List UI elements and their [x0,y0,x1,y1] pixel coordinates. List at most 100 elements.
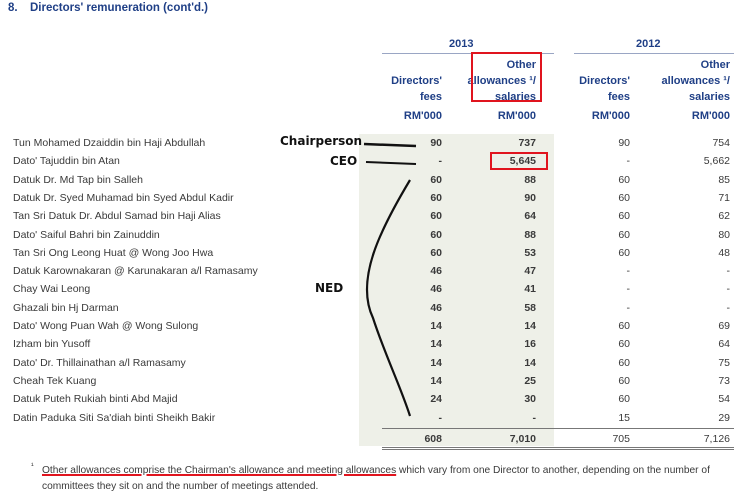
total-fees-2013: 608 [424,433,442,445]
fees-2012: 15 [618,411,630,424]
other-2012: 754 [712,137,730,149]
fees-2012: 60 [618,246,630,259]
other-2013: 14 [524,356,536,369]
fees-2012: 60 [618,393,630,406]
fees-2013: 60 [430,191,442,204]
table-row: Tan Sri Ong Leong Huat @ Wong Joo Hwa 60… [0,244,744,262]
annotation-ceo: CEO [330,154,358,168]
table-row: Datuk Karownakaran @ Karunakaran a/l Ram… [0,262,744,280]
director-name: Izham bin Yusoff [13,338,91,351]
other-2012: 69 [718,320,730,332]
other-2013: 737 [518,137,536,149]
other-2013: 41 [524,283,536,296]
other-2012: 54 [718,393,730,406]
fees-2012: 60 [618,374,630,387]
other-2013: 5,645 [509,155,536,168]
table-row: Datin Paduka Siti Sa'diah binti Sheikh B… [0,409,744,427]
other-2013: 53 [524,246,536,259]
header-2012-fees: Directors' fees [579,75,630,103]
fees-2012: - [626,283,631,296]
other-2013: - [532,411,537,424]
table-row: Ghazali bin Hj Darman 46 58 - - [0,299,744,317]
fees-2012: 60 [618,191,630,204]
other-2012: 64 [718,338,730,351]
fees-2013: 60 [430,246,442,259]
totals-bottom-rule [382,447,734,448]
other-2012: - [726,301,731,314]
annotation-chairperson: Chairperson [280,134,363,148]
other-2012: 80 [718,228,730,241]
chairperson-pointer-line [363,142,417,148]
director-name: Tan Sri Datuk Dr. Abdul Samad bin Haji A… [13,210,221,223]
fees-2013: - [438,155,443,168]
table-row: Tan Sri Datuk Dr. Abdul Samad bin Haji A… [0,207,744,225]
other-2013: 25 [524,374,536,387]
table-row: Dato' Wong Puan Wah @ Wong Sulong 14 14 … [0,317,744,335]
director-name: Datuk Puteh Rukiah binti Abd Majid [13,393,178,406]
section-number: 8. [8,2,18,14]
fees-2013: - [438,411,443,424]
table-row: Dato' Tajuddin bin Atan - 5,645 - 5,662 [0,152,744,170]
fees-2012: - [626,265,631,278]
other-2013: 30 [524,393,536,406]
table-row: Izham bin Yusoff 14 16 60 64 [0,335,744,353]
other-2013: 58 [524,301,536,314]
other-2012: 5,662 [703,155,730,168]
footnote-rest: which vary from one Director to another,… [396,465,710,476]
fees-2012: - [626,301,631,314]
other-2012: 29 [718,411,730,424]
director-name: Datuk Dr. Md Tap bin Salleh [13,173,143,186]
fees-2013: 60 [430,210,442,223]
other-2013: 47 [524,265,536,278]
director-name: Cheah Tek Kuang [13,374,97,387]
fees-2013: 46 [430,301,442,314]
fees-2012: 90 [618,137,630,149]
table-row: Chay Wai Leong 46 41 - - [0,280,744,298]
director-name: Dato' Wong Puan Wah @ Wong Sulong [13,320,199,332]
director-name: Dato' Dr. Thillainathan a/l Ramasamy [13,356,186,369]
director-name: Tun Mohamed Dzaiddin bin Haji Abdullah [13,137,206,149]
director-name: Dato' Tajuddin bin Atan [13,155,120,168]
fees-2012: 60 [618,210,630,223]
year-2013-header: 2013 [449,38,474,50]
fees-2013: 14 [430,374,442,387]
other-2012: 75 [718,356,730,369]
total-fees-2012: 705 [612,433,630,445]
other-2012: - [726,283,731,296]
director-name: Ghazali bin Hj Darman [13,301,119,314]
fees-2013: 60 [430,173,442,186]
fees-2012: 60 [618,228,630,241]
totals-double-rule [382,449,734,450]
fees-2013: 90 [430,137,442,149]
header-2012-fees-unit: RM'000 [591,110,630,122]
director-name: Dato' Saiful Bahri bin Zainuddin [13,228,160,241]
ceo-pointer-line [365,161,417,165]
other-2013: 14 [524,320,536,332]
footnote-underlined: Other allowances comprise the Chairman's… [42,465,397,476]
other-2012: 85 [718,173,730,186]
header-2013-other-unit: RM'000 [497,110,536,122]
fees-2012: 60 [618,320,630,332]
other-2013: 88 [524,173,536,186]
table-row: Cheah Tek Kuang 14 25 60 73 [0,372,744,390]
shaded-2013-columns [359,134,554,446]
table-row: Datuk Dr. Syed Muhamad bin Syed Abdul Ka… [0,189,744,207]
director-name: Chay Wai Leong [13,283,91,296]
fees-2012: - [626,155,631,168]
fees-2013: 60 [430,228,442,241]
fees-2013: 46 [430,283,442,296]
footnote-text: Other allowances comprise the Chairman's… [42,463,742,495]
other-2012: 73 [718,374,730,387]
table-row: Tun Mohamed Dzaiddin bin Haji Abdullah 9… [0,134,744,152]
year-2013-rule [382,53,554,54]
fees-2012: 60 [618,338,630,351]
table-row: Dato' Saiful Bahri bin Zainuddin 60 88 6… [0,226,744,244]
annotation-ned: NED [315,281,344,295]
other-2012: 62 [718,210,730,223]
header-2012-other: Other allowances ¹/salaries [661,59,730,103]
section-title: Directors' remuneration (cont'd.) [30,2,208,14]
totals-top-rule [382,428,734,429]
director-name: Datuk Karownakaran @ Karunakaran a/l Ram… [13,265,258,278]
footnote-line2: committees they sit on and the number of… [42,481,319,492]
